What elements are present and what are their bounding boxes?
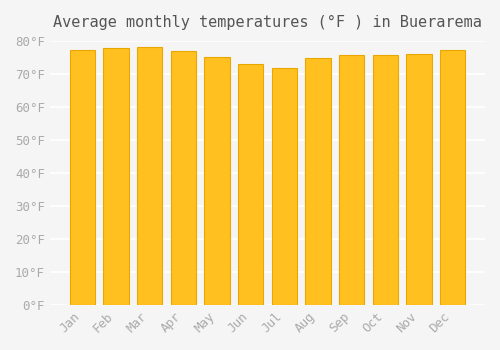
Bar	[306, 58, 330, 305]
Bar	[104, 48, 128, 305]
Bar	[70, 50, 95, 305]
Bar	[339, 55, 364, 305]
Bar	[272, 68, 297, 305]
Bar	[137, 47, 162, 305]
Bar	[372, 55, 398, 305]
Bar	[440, 50, 465, 305]
Title: Average monthly temperatures (°F ) in Buerarema: Average monthly temperatures (°F ) in Bu…	[53, 15, 482, 30]
Bar	[238, 64, 263, 305]
Bar	[406, 55, 432, 305]
Bar	[204, 57, 230, 305]
Bar	[170, 51, 196, 305]
